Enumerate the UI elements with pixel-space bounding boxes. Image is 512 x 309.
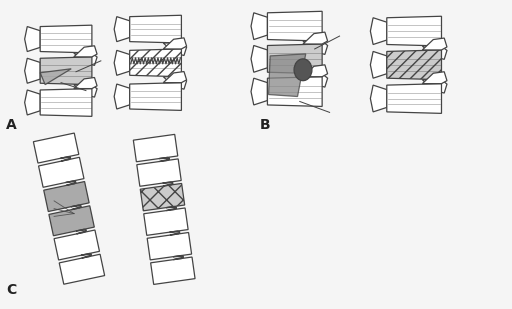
Polygon shape: [61, 158, 71, 161]
Polygon shape: [25, 58, 40, 83]
Polygon shape: [71, 206, 81, 210]
Polygon shape: [160, 159, 170, 162]
Ellipse shape: [294, 59, 312, 81]
Polygon shape: [387, 50, 441, 80]
Polygon shape: [303, 74, 328, 87]
Polygon shape: [151, 257, 195, 284]
Polygon shape: [163, 38, 186, 49]
Polygon shape: [169, 231, 180, 232]
Polygon shape: [303, 32, 328, 44]
Polygon shape: [267, 77, 322, 106]
Text: C: C: [6, 283, 16, 297]
Polygon shape: [166, 206, 177, 208]
Polygon shape: [267, 44, 322, 74]
Polygon shape: [40, 57, 92, 85]
Polygon shape: [422, 46, 447, 59]
Text: A: A: [6, 118, 17, 132]
Polygon shape: [49, 206, 94, 236]
Polygon shape: [59, 254, 104, 284]
Polygon shape: [387, 84, 441, 113]
Polygon shape: [422, 80, 447, 93]
Polygon shape: [38, 157, 84, 187]
Polygon shape: [40, 69, 71, 85]
Polygon shape: [44, 181, 89, 212]
Polygon shape: [114, 84, 130, 109]
Polygon shape: [66, 181, 76, 183]
Polygon shape: [163, 182, 173, 183]
Polygon shape: [163, 77, 186, 89]
Polygon shape: [170, 233, 180, 235]
Polygon shape: [267, 11, 322, 41]
Polygon shape: [173, 256, 183, 257]
Polygon shape: [40, 25, 92, 53]
Polygon shape: [76, 229, 87, 231]
Polygon shape: [251, 13, 267, 40]
Polygon shape: [163, 43, 186, 56]
Polygon shape: [60, 157, 71, 158]
Polygon shape: [130, 83, 181, 110]
Polygon shape: [74, 78, 97, 89]
Polygon shape: [33, 133, 79, 163]
Polygon shape: [370, 51, 387, 78]
Polygon shape: [370, 85, 387, 112]
Polygon shape: [303, 65, 328, 77]
Polygon shape: [71, 205, 81, 207]
Polygon shape: [130, 15, 181, 43]
Polygon shape: [74, 85, 97, 97]
Polygon shape: [147, 232, 191, 260]
Polygon shape: [81, 253, 92, 255]
Polygon shape: [25, 90, 40, 115]
Polygon shape: [74, 53, 97, 66]
Polygon shape: [159, 157, 169, 159]
Polygon shape: [74, 46, 97, 57]
Polygon shape: [163, 184, 173, 186]
Polygon shape: [251, 78, 267, 105]
Polygon shape: [387, 16, 441, 46]
Polygon shape: [268, 54, 306, 96]
Polygon shape: [422, 38, 447, 50]
Polygon shape: [25, 27, 40, 52]
Polygon shape: [303, 41, 328, 54]
Polygon shape: [144, 208, 188, 235]
Polygon shape: [66, 182, 76, 185]
Polygon shape: [140, 184, 185, 211]
Polygon shape: [137, 159, 181, 186]
Polygon shape: [422, 72, 447, 84]
Polygon shape: [82, 255, 92, 258]
Polygon shape: [163, 72, 186, 83]
Polygon shape: [174, 257, 184, 260]
Polygon shape: [76, 231, 87, 234]
Polygon shape: [370, 18, 387, 44]
Polygon shape: [166, 208, 177, 210]
Polygon shape: [251, 45, 267, 72]
Polygon shape: [40, 89, 92, 116]
Polygon shape: [130, 49, 181, 77]
Text: B: B: [260, 118, 271, 132]
Polygon shape: [54, 230, 99, 260]
Polygon shape: [114, 50, 130, 75]
Polygon shape: [133, 134, 178, 162]
Polygon shape: [114, 17, 130, 42]
